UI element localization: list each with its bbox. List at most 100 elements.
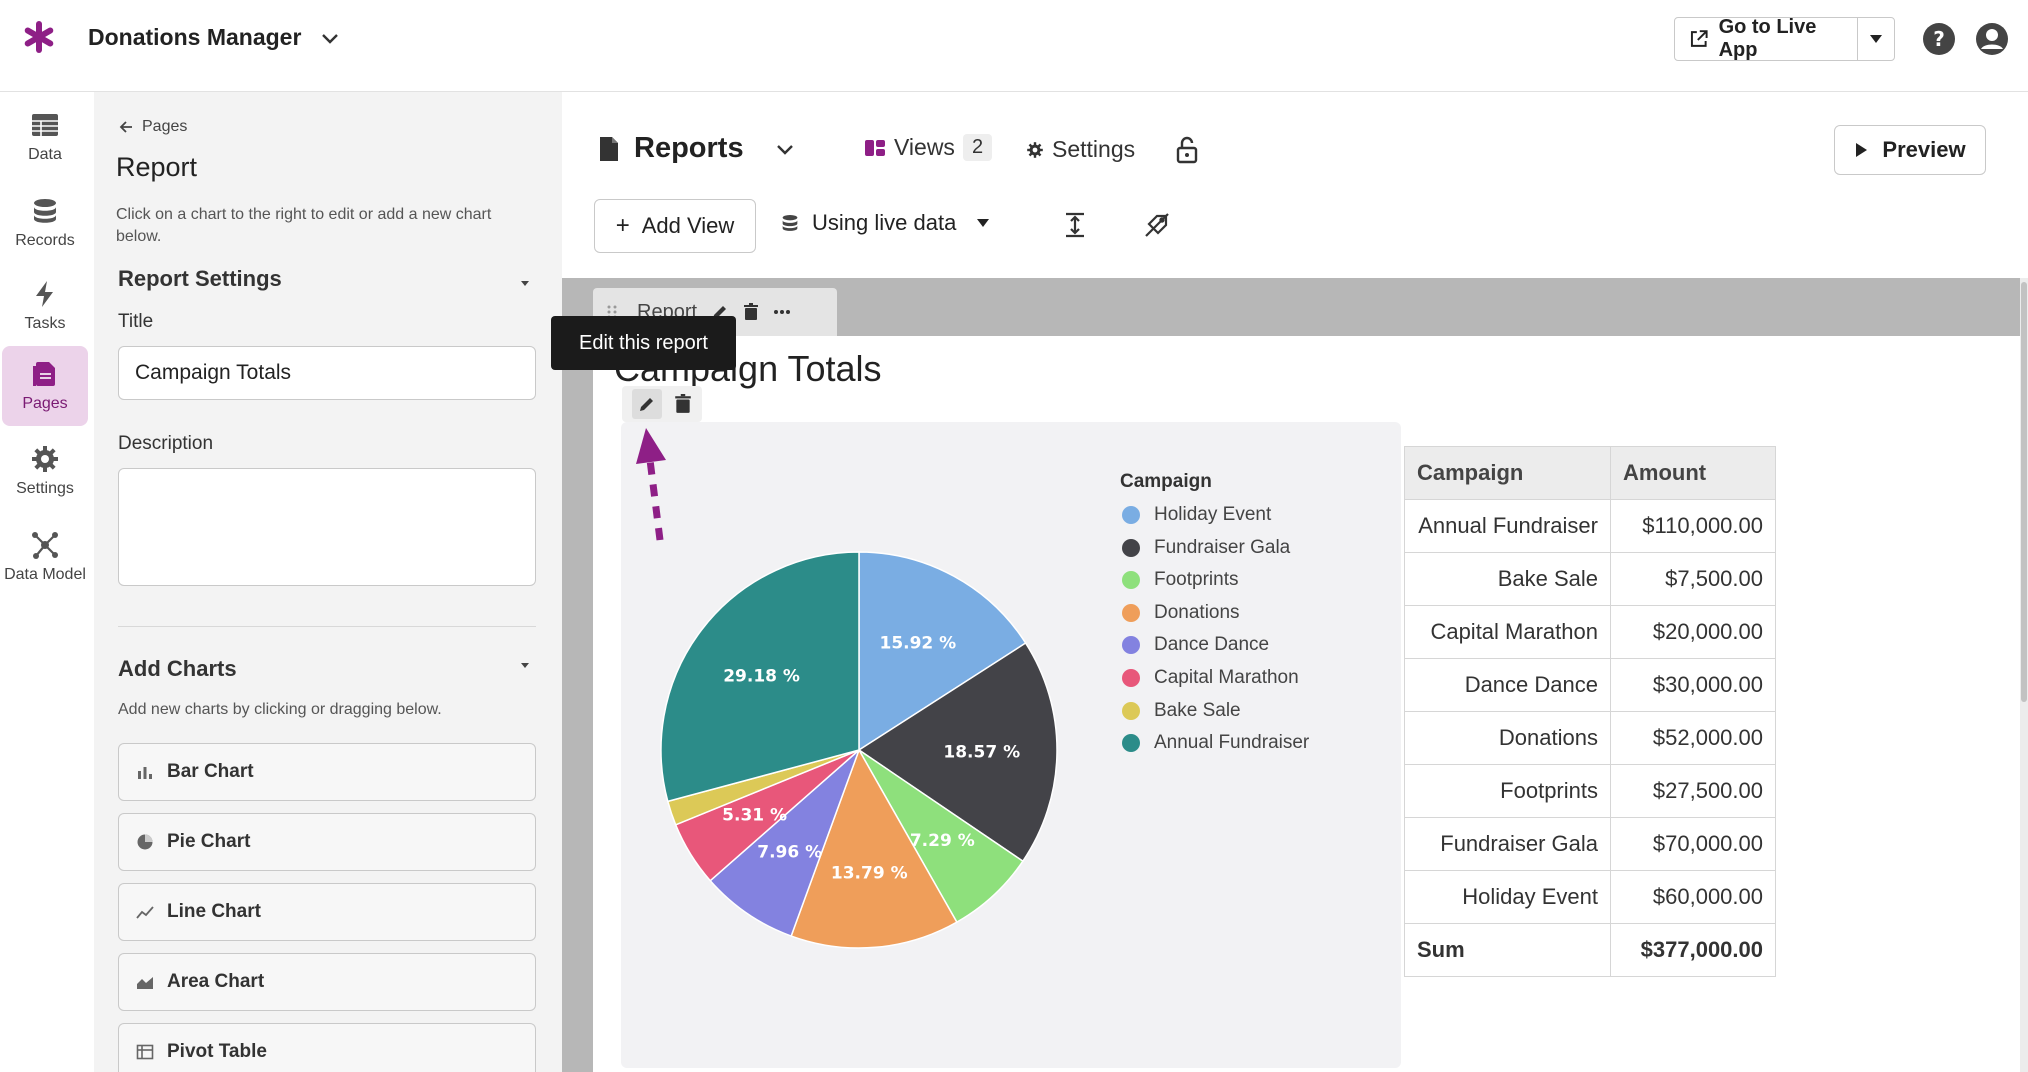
views-button[interactable]: Views 2 bbox=[864, 134, 993, 161]
legend-item[interactable]: Capital Marathon bbox=[1122, 667, 1299, 689]
back-to-pages-link[interactable]: Pages bbox=[118, 118, 187, 136]
pie-slice-fundraiser-gala[interactable] bbox=[857, 642, 1058, 863]
add-charts-description: Add new charts by clicking or dragging b… bbox=[118, 701, 442, 718]
panel-description: Click on a chart to the right to edit or… bbox=[116, 206, 492, 245]
pie-chart-label: Pie Chart bbox=[167, 831, 251, 852]
left-rail: Data Records Tasks Pages Settings Data M… bbox=[0, 92, 92, 1072]
panel-title: Report bbox=[116, 152, 198, 182]
rail-item-tasks[interactable]: Tasks bbox=[0, 267, 90, 345]
legend-item[interactable]: Fundraiser Gala bbox=[1122, 537, 1290, 559]
table-cell-campaign: Donations bbox=[1404, 711, 1611, 765]
legend-title: Campaign bbox=[1120, 471, 1212, 492]
back-link-label: Pages bbox=[142, 118, 188, 135]
table-cell-amount: $52,000.00 bbox=[1610, 711, 1776, 765]
settings-label: Settings bbox=[1052, 136, 1136, 162]
asterisk-logo-icon[interactable] bbox=[22, 20, 56, 54]
legend-item[interactable]: Annual Fundraiser bbox=[1122, 732, 1309, 754]
top-bar: Donations Manager Go to Live App ? bbox=[0, 0, 2028, 92]
chevron-down-icon[interactable] bbox=[318, 26, 342, 50]
table-cell-campaign: Fundraiser Gala bbox=[1404, 817, 1611, 871]
rail-item-data[interactable]: Data bbox=[0, 98, 90, 176]
add-view-button[interactable]: + Add View bbox=[594, 199, 756, 253]
legend-swatch bbox=[1122, 701, 1140, 720]
add-charts-heading[interactable]: Add Charts bbox=[118, 656, 237, 681]
table-cell-amount: $110,000.00 bbox=[1610, 499, 1776, 553]
live-data-label: Using live data bbox=[812, 210, 957, 235]
page-title: Reports bbox=[634, 132, 744, 164]
live-data-dropdown[interactable]: Using live data bbox=[780, 210, 990, 236]
app-title[interactable]: Donations Manager bbox=[88, 24, 302, 50]
scrollbar-thumb[interactable] bbox=[2021, 282, 2027, 702]
legend-swatch bbox=[1122, 571, 1140, 590]
legend-item[interactable]: Donations bbox=[1122, 602, 1240, 624]
preview-button[interactable]: Preview bbox=[1834, 125, 1986, 175]
database-icon bbox=[782, 215, 798, 231]
area-chart-icon bbox=[137, 977, 153, 989]
pie-chart-card[interactable]: 15.92 % 18.57 % 7.29 % 13.79 % 7.96 % 5.31 % 2… bbox=[621, 422, 1401, 1068]
document-icon bbox=[600, 136, 618, 161]
table-header-amount[interactable]: Amount bbox=[1610, 446, 1776, 500]
help-icon[interactable]: ? bbox=[1922, 22, 1956, 56]
table-header-campaign[interactable]: Campaign bbox=[1404, 446, 1611, 500]
pie-chart[interactable]: 15.92 % 18.57 % 7.29 %13.79 % 7.96 % 5.31 % 2… bbox=[621, 422, 1401, 1068]
description-textarea[interactable] bbox=[118, 468, 536, 586]
user-account-icon[interactable] bbox=[1975, 22, 2009, 56]
legend-label: Capital Marathon bbox=[1154, 667, 1299, 688]
table-cell-amount: $7,500.00 bbox=[1610, 552, 1776, 606]
trash-icon[interactable] bbox=[673, 394, 693, 414]
line-chart-button[interactable]: Line Chart bbox=[118, 883, 536, 941]
go-to-live-app-button[interactable]: Go to Live App bbox=[1675, 16, 1858, 61]
table-cell-amount: $60,000.00 bbox=[1610, 870, 1776, 924]
table-cell-amount: $27,500.00 bbox=[1610, 764, 1776, 818]
table-row: Holiday Event $60,000.00 bbox=[1404, 870, 1776, 924]
pie-chart-button[interactable]: Pie Chart bbox=[118, 813, 536, 871]
pie-slice-annual-fundraiser[interactable] bbox=[660, 551, 860, 803]
lightning-icon bbox=[36, 281, 53, 307]
pie-slice-label: 29.18 % bbox=[723, 666, 800, 686]
line-chart-icon bbox=[136, 906, 154, 919]
caret-down-icon bbox=[1870, 35, 1882, 43]
rail-item-data-model[interactable]: Data Model bbox=[0, 518, 90, 596]
go-to-live-app-label: Go to Live App bbox=[1718, 16, 1817, 61]
legend-item[interactable]: Bake Sale bbox=[1122, 700, 1241, 722]
legend-item[interactable]: Holiday Event bbox=[1122, 504, 1271, 526]
area-chart-button[interactable]: Area Chart bbox=[118, 953, 536, 1011]
reports-page-selector[interactable]: Reports bbox=[598, 132, 796, 165]
pie-slice-label: 13.79 % bbox=[831, 863, 908, 883]
caret-down-icon[interactable] bbox=[518, 658, 532, 672]
pie-slice-holiday-event[interactable] bbox=[858, 551, 1027, 752]
pie-slice-dance-dance[interactable] bbox=[709, 749, 860, 937]
rail-item-settings[interactable]: Settings bbox=[0, 432, 90, 510]
bar-chart-button[interactable]: Bar Chart bbox=[118, 743, 536, 801]
pie-chart-icon bbox=[137, 834, 153, 850]
unlock-icon[interactable] bbox=[1174, 136, 1200, 164]
pivot-table-button[interactable]: Pivot Table bbox=[118, 1023, 536, 1072]
pencil-icon[interactable] bbox=[711, 303, 729, 321]
title-input[interactable]: Campaign Totals bbox=[118, 346, 536, 400]
rail-item-pages[interactable]: Pages bbox=[2, 346, 88, 426]
report-settings-heading[interactable]: Report Settings bbox=[118, 266, 282, 291]
live-app-dropdown-button[interactable] bbox=[1858, 18, 1894, 60]
pie-slice-label: 7.96 % bbox=[757, 842, 822, 862]
views-label: Views bbox=[894, 134, 955, 160]
expand-height-icon[interactable] bbox=[1060, 210, 1090, 240]
table-icon bbox=[32, 114, 58, 136]
more-options-icon[interactable] bbox=[773, 309, 791, 315]
legend-swatch bbox=[1122, 734, 1140, 753]
hide-styles-icon[interactable] bbox=[1142, 210, 1172, 240]
page-settings-button[interactable]: Settings bbox=[1026, 136, 1135, 163]
legend-item[interactable]: Dance Dance bbox=[1122, 634, 1269, 656]
go-to-live-app-button-group: Go to Live App bbox=[1674, 16, 1895, 61]
gear-icon bbox=[1027, 141, 1043, 158]
legend-item[interactable]: Footprints bbox=[1122, 569, 1238, 591]
caret-down-icon[interactable] bbox=[518, 276, 532, 290]
pie-slice-label: 18.57 % bbox=[943, 743, 1020, 763]
trash-icon[interactable] bbox=[743, 303, 759, 321]
legend-label: Dance Dance bbox=[1154, 634, 1270, 656]
edit-chart-button[interactable] bbox=[632, 389, 662, 419]
table-sum-row: Sum $377,000.00 bbox=[1404, 923, 1776, 977]
pie-slice-donations[interactable] bbox=[790, 748, 958, 949]
rail-item-records[interactable]: Records bbox=[0, 184, 90, 262]
table-cell-campaign: Holiday Event bbox=[1404, 870, 1611, 924]
rail-label-data: Data bbox=[28, 146, 62, 163]
